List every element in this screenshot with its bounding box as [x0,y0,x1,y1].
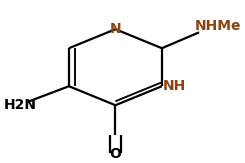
Text: O: O [110,147,121,161]
Text: N: N [110,22,121,36]
Text: H2N: H2N [4,98,37,112]
Text: NH: NH [163,79,186,93]
Text: NHMe: NHMe [195,19,241,33]
